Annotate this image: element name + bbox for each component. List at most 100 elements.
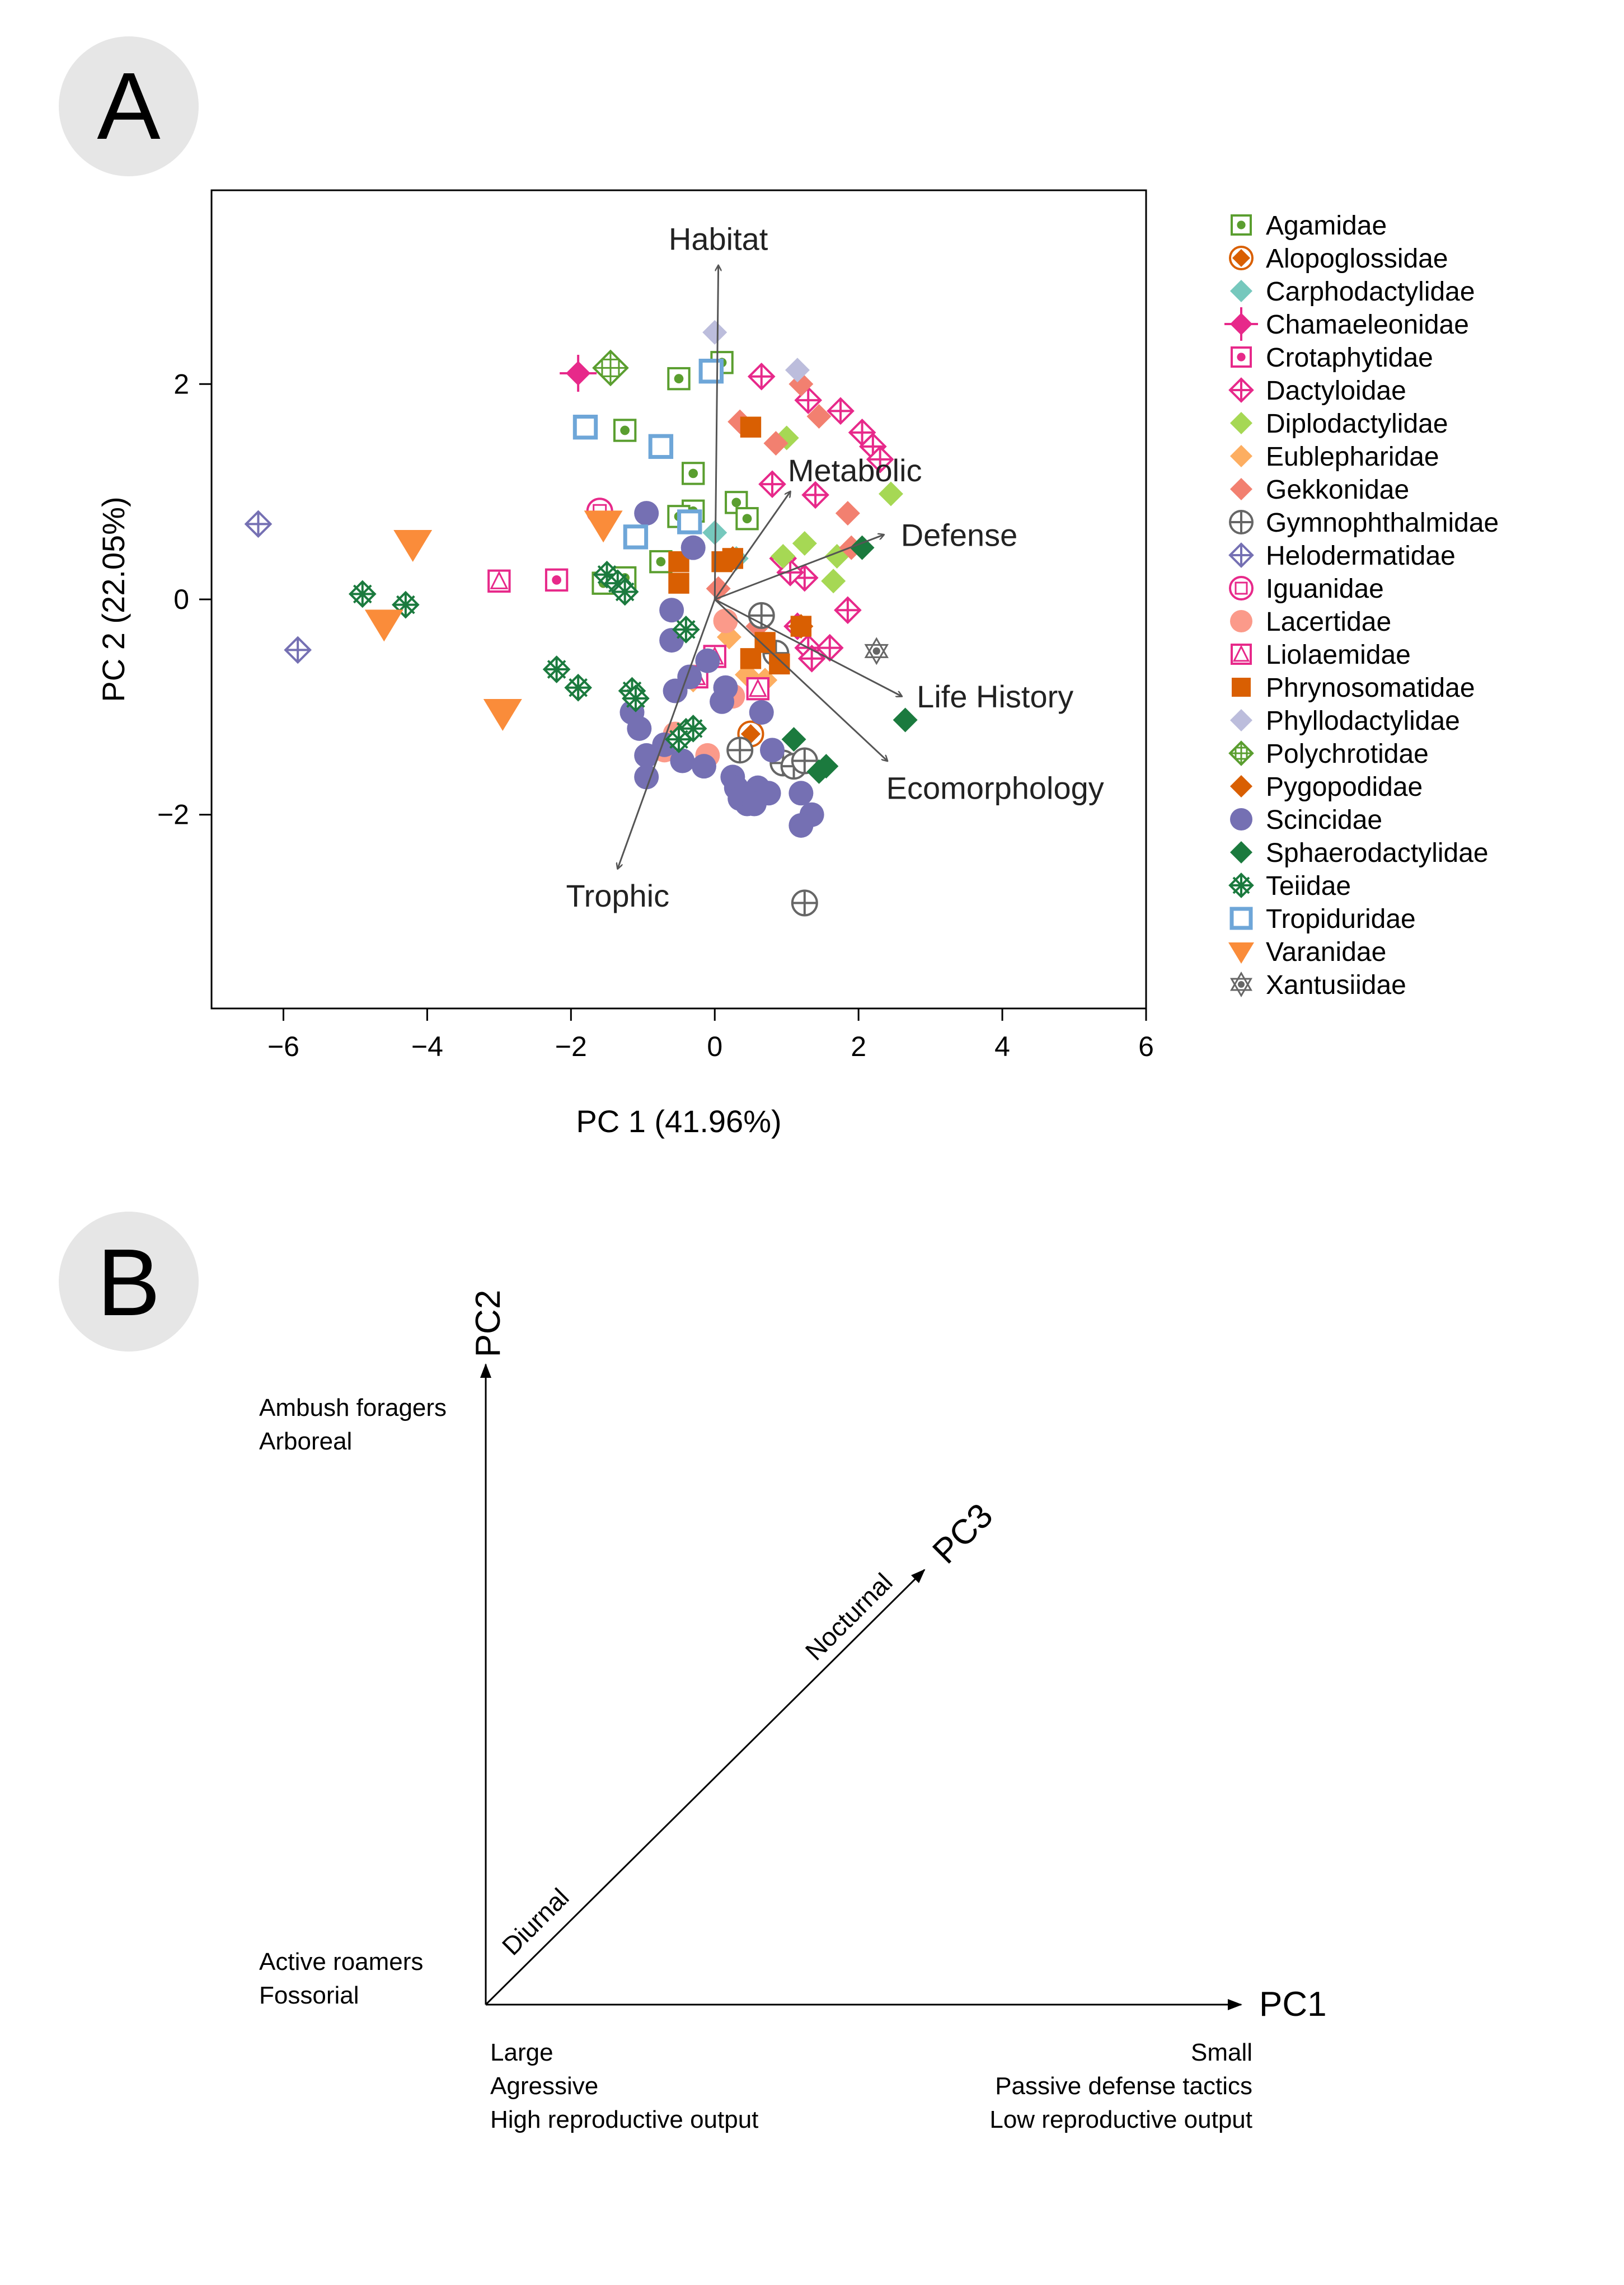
legend-label: Xantusiidae [1266,970,1406,1000]
y-tick-label: 2 [173,368,189,400]
pc3-axis [485,1569,926,2006]
point-scincidae [670,748,695,773]
arrow-life-history [714,598,902,696]
point-scincidae [710,689,735,714]
legend-marker [1228,942,1254,964]
point-dactyloidae [747,362,776,391]
point-sphaerodactylidae [893,707,918,733]
arrow-metabolic [714,492,790,600]
legend-label: Sphaerodactylidae [1266,838,1489,868]
point-scincidae [749,700,774,725]
point-dactyloidae [801,481,829,509]
legend-marker [1230,478,1252,500]
pc1-low-line-1: Large [490,2039,553,2066]
plot-frame [210,189,1147,1010]
point-phrynosomatidae [769,653,790,675]
x-tick-label: 2 [851,1031,866,1062]
legend-marker [1230,841,1252,864]
legend-marker [1228,740,1254,766]
arrow-habitat [714,266,718,600]
pc2-low-line-1: Active roamers [259,1948,423,1976]
point-liolaemidae [746,677,770,701]
legend-label: Phyllodactylidae [1266,706,1460,736]
loading-arrows: Habitat Metabolic Defense Life History Ecomo… [566,222,1104,913]
legend-label: Polychrotidae [1266,739,1429,769]
pc1-high-line-2: Passive defense tactics [995,2072,1252,2100]
point-dactyloidae [827,397,855,425]
legend-label: Chamaeleonidae [1266,310,1469,340]
point-tropiduridae [648,434,674,459]
point-tropiduridae [677,509,702,534]
point-phrynosomatidae [740,648,762,669]
panel-b-letter: B [97,1230,160,1336]
legend-marker [1232,678,1251,697]
point-scincidae [627,716,652,741]
point-teiidae [348,580,377,608]
point-sphaerodactylidae [781,727,806,752]
nocturnal-label-low: Diurnal [496,1883,575,1961]
legend-marker [1228,542,1254,568]
point-teiidae [542,655,571,683]
y-tick-label: −2 [157,799,189,831]
point-diplodactylidae [878,481,903,506]
pc1-high-line-1: Small [1191,2039,1252,2066]
point-gymnophthalmidae [791,889,818,917]
x-tick-label: 0 [707,1031,722,1062]
point-gekkonidae [806,403,832,429]
arrow-label: Defense [901,518,1018,553]
x-axis: −6 −4 −2 0 2 4 6 [267,1008,1154,1062]
legend-label: Alopoglossidae [1266,244,1448,274]
legend: AgamidaeAlopoglossidaeCarphodactylidaeCh… [1224,211,1499,1000]
point-dactyloidae [866,445,894,473]
pca-scatter-plot: −6 −4 −2 0 2 4 6 −2 0 2 PC 1 (41.96%) PC 2 (22.0… [96,189,1154,1139]
point-xantusiidae [864,637,889,665]
legend-label: Carphodactylidae [1266,277,1475,307]
legend-label: Iguanidae [1266,574,1384,604]
legend-label: Scincidae [1266,805,1382,835]
legend-label: Lacertidae [1266,607,1391,637]
legend-marker [1230,445,1252,467]
point-gekkonidae [763,431,788,456]
legend-label: Dactyloidae [1266,376,1406,406]
point-phrynosomatidae [740,416,762,438]
point-teiidae [611,578,639,606]
legend-marker [1230,808,1252,831]
pc2-high-line-2: Arboreal [259,1428,352,1455]
arrow-label: Life History [917,679,1073,714]
legend-label: Crotaphytidae [1266,343,1433,373]
point-diplodactylidae [821,569,846,594]
legend-marker [1228,872,1254,898]
y-tick-label: 0 [173,584,189,615]
panel-b-badge: B [59,1212,199,1352]
y-axis-label: PC 2 (22.05%) [96,496,131,702]
pc1-low-line-3: High reproductive output [490,2106,758,2133]
legend-marker [1229,576,1254,600]
legend-label: Varanidae [1266,937,1386,967]
arrow-defense [714,535,884,600]
point-teiidae [564,673,592,702]
point-scincidae [760,738,785,763]
point-pygopodidae [788,614,814,639]
point-liolaemidae [487,569,511,593]
arrow-trophic [618,599,716,869]
pc1-label: PC1 [1259,1985,1327,2024]
x-tick-label: −4 [411,1031,443,1062]
pc2-high-line-1: Ambush foragers [259,1394,447,1421]
point-dactyloidae [815,634,844,662]
point-diplodactylidae [792,531,817,556]
legend-label: Tropiduridae [1266,904,1416,934]
legend-label: Eublepharidae [1266,442,1439,472]
point-tropiduridae [698,358,724,384]
legend-label: Agamidae [1266,211,1387,241]
point-scincidae [788,813,814,838]
point-agamidae [649,550,673,574]
point-scincidae [691,754,716,779]
point-diplodactylidae [771,544,796,569]
arrow-ecomorphology [714,598,887,761]
point-helodermatidae [284,636,312,664]
arrow-label: Trophic [566,878,669,913]
point-tropiduridae [623,524,649,550]
legend-marker [1229,907,1253,930]
legend-marker [1230,775,1252,797]
point-phyllodactylidae [702,320,727,345]
